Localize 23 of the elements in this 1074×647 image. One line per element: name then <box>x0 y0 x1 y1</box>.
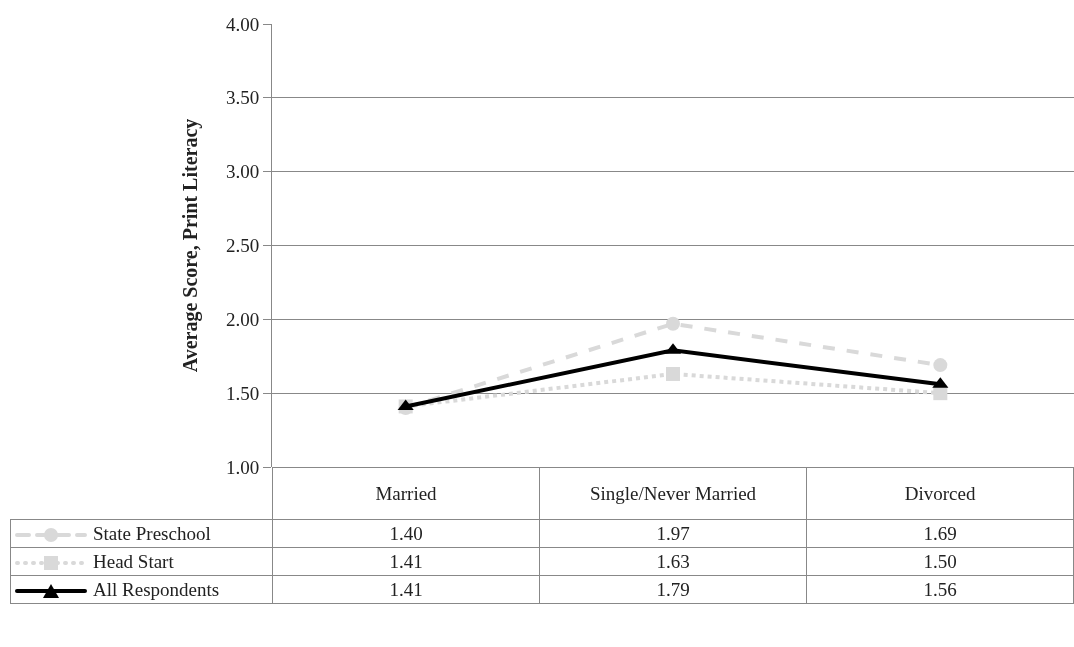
x-tick-label: Married <box>272 467 540 520</box>
data-label: 1.63 <box>539 547 807 576</box>
legend-label: Head Start <box>93 550 174 572</box>
data-label: 1.40 <box>272 519 540 548</box>
x-tick-label: Single/Never Married <box>539 467 807 520</box>
x-tick-label: Divorced <box>806 467 1074 520</box>
y-tick-label: 3.00 <box>225 161 260 183</box>
legend-label: State Preschool <box>93 522 211 544</box>
data-label: 1.41 <box>272 547 540 576</box>
data-label: 1.50 <box>806 547 1074 576</box>
y-tick-label: 1.00 <box>225 456 260 478</box>
y-tick-label: 4.00 <box>225 13 260 35</box>
data-label: 1.41 <box>272 575 540 604</box>
y-tick-label: 2.00 <box>225 308 260 330</box>
data-label: 1.79 <box>539 575 807 604</box>
y-axis-title: Average Score, Print Literacy <box>179 118 203 373</box>
data-label: 1.56 <box>806 575 1074 604</box>
data-label: 1.97 <box>539 519 807 548</box>
y-tick-label: 1.50 <box>225 382 260 404</box>
y-tick-label: 3.50 <box>225 87 260 109</box>
legend-label: All Respondents <box>93 578 220 600</box>
data-label: 1.69 <box>806 519 1074 548</box>
y-tick-label: 2.50 <box>225 235 260 257</box>
